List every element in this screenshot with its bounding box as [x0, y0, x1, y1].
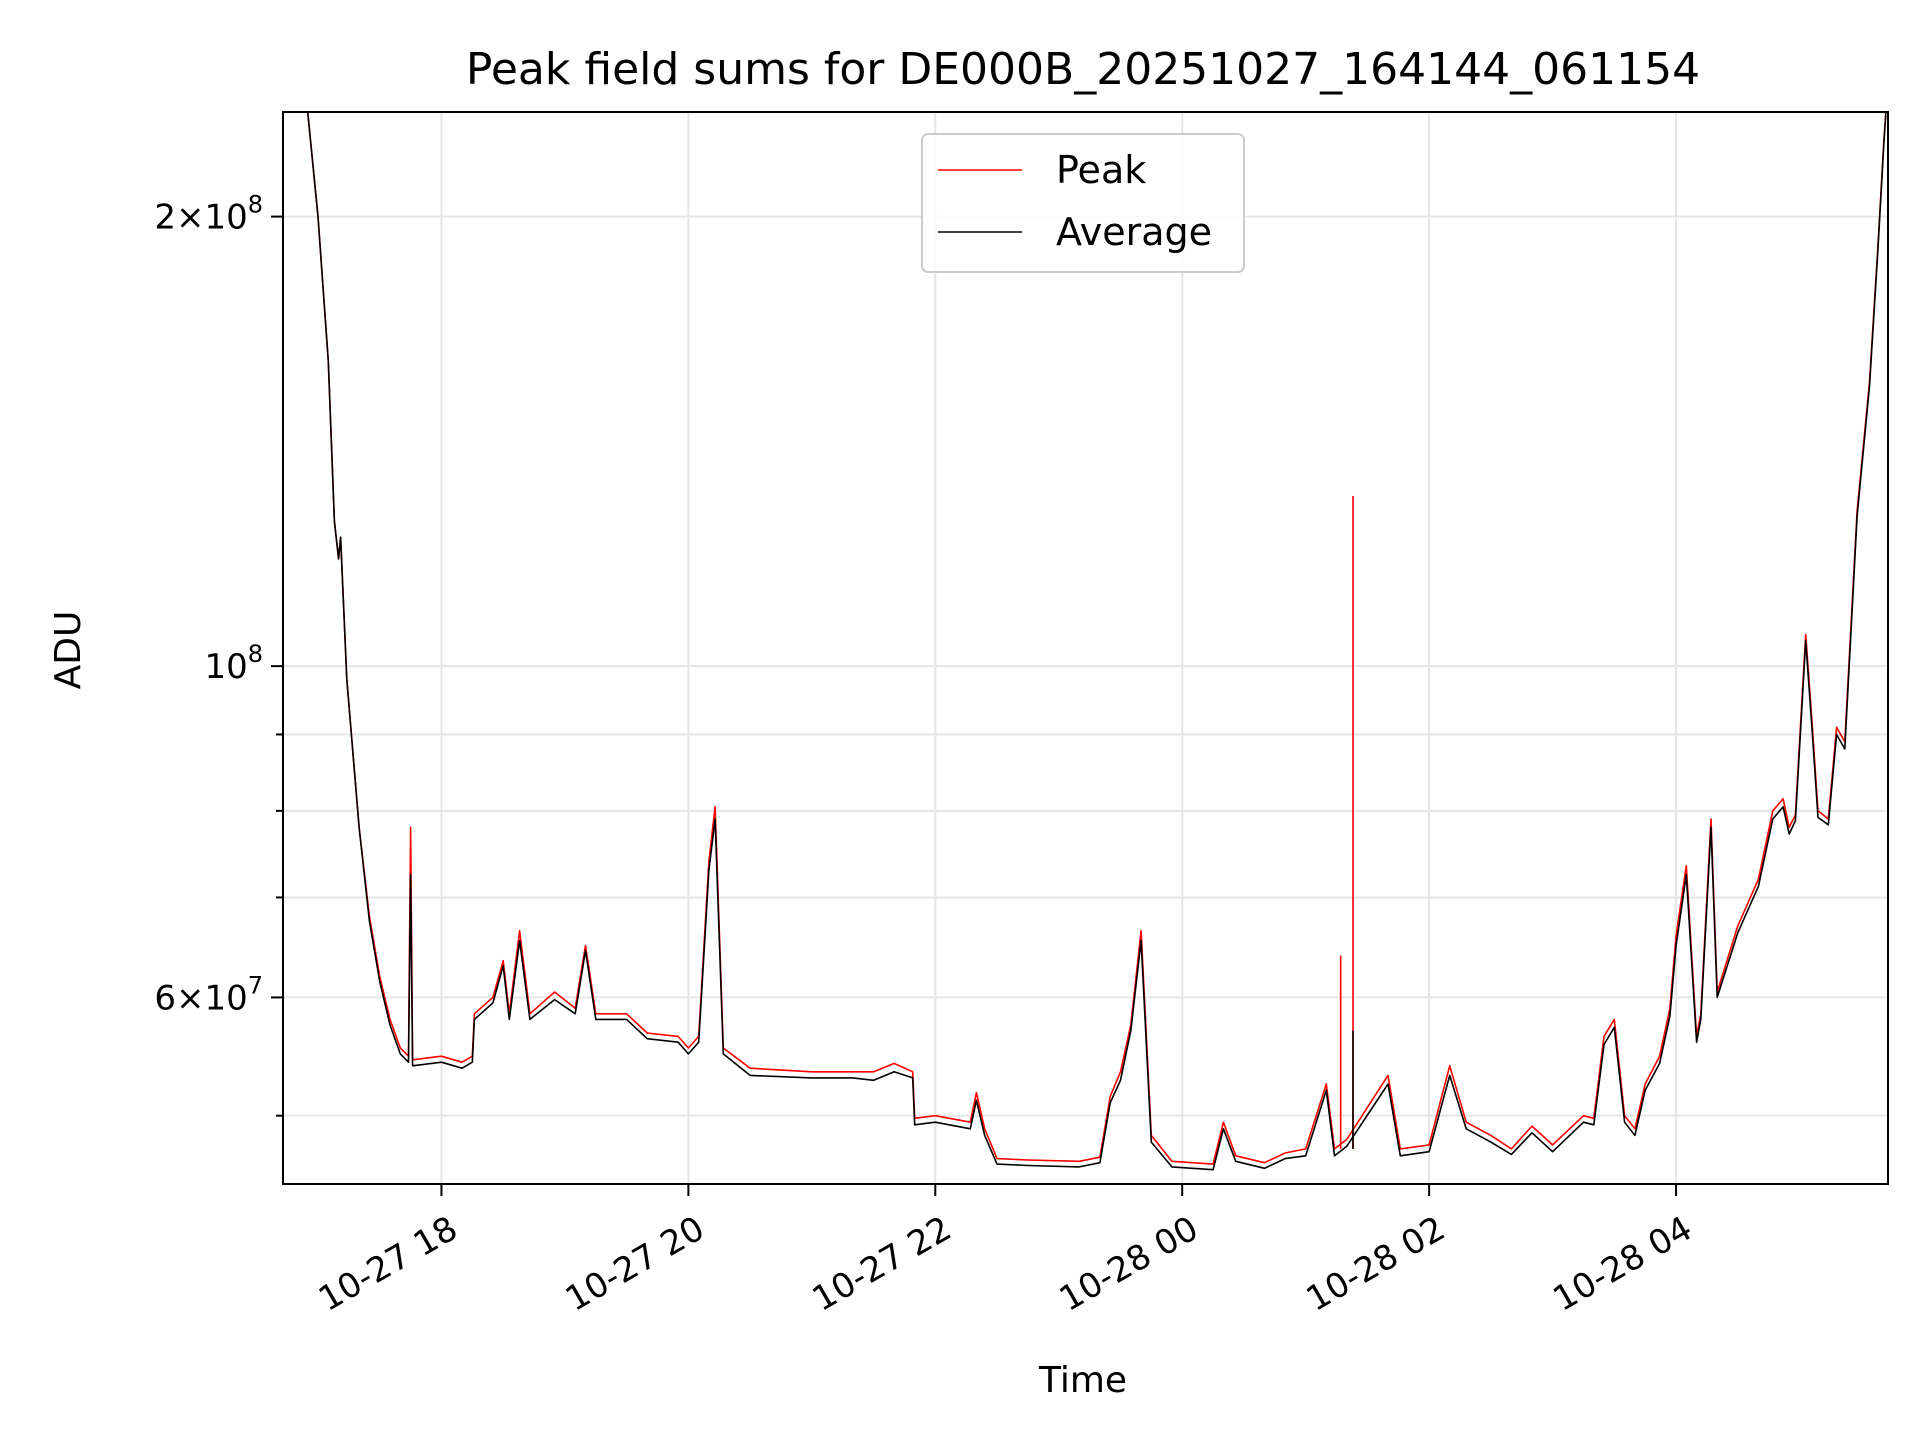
plot-frame [282, 111, 1889, 1185]
legend: Peak Average [921, 133, 1245, 273]
y-tick-label: 108 [204, 640, 263, 687]
y-tick-label: 2×108 [154, 191, 263, 238]
chart-title: Peak field sums for DE000B_20251027_1641… [466, 44, 1700, 95]
legend-label-average: Average [1056, 210, 1212, 254]
y-tick-label: 6×107 [154, 971, 263, 1018]
series-line-average [306, 112, 1887, 1171]
legend-box [921, 133, 1245, 273]
grid [283, 112, 1888, 1184]
y-axis-label: ADU [48, 611, 89, 690]
series-layer [306, 112, 1887, 1171]
x-axis-label: Time [1038, 1360, 1127, 1401]
legend-label-peak: Peak [1056, 148, 1146, 192]
plot-area [306, 112, 1887, 1171]
y-axis: 6×107 108 2×108 [154, 191, 283, 1117]
